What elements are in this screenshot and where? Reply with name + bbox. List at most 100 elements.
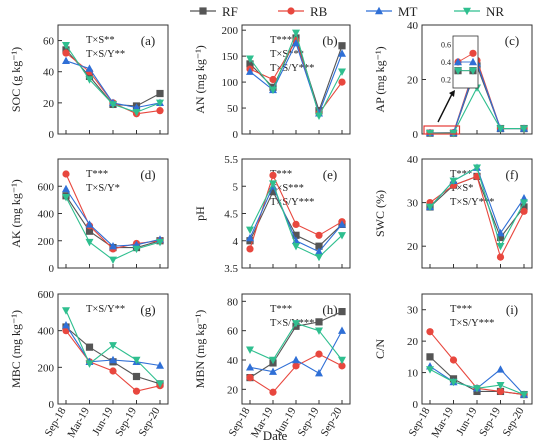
x-tick-label: Sep-19 <box>113 405 139 438</box>
legend-item-mt: MT <box>366 4 418 19</box>
data-point <box>85 360 94 368</box>
series-nr <box>246 180 346 262</box>
data-point <box>132 372 141 381</box>
stat-annotation: T×S/Y*** <box>270 63 314 74</box>
y-tick-label: 100 <box>222 77 239 89</box>
series-nr <box>62 193 164 265</box>
panel-label: (c) <box>505 33 519 48</box>
y-tick-label: 400 <box>38 209 55 221</box>
panel-a: 0 20 40 60 SOC (g kg⁻¹) (a) T×S** T×S/Y** <box>9 24 169 141</box>
series-line <box>65 195 161 249</box>
data-point <box>315 242 323 250</box>
legend-label: NR <box>486 4 504 19</box>
legend-item-rb: RB <box>278 4 328 19</box>
y-tick-label: 50 <box>227 103 239 115</box>
data-point <box>156 89 164 98</box>
y-tick-label: 200 <box>38 236 55 248</box>
y-axis-title: SWC (%) <box>373 190 387 237</box>
data-point <box>496 243 505 251</box>
data-point <box>496 125 505 133</box>
data-point <box>426 203 434 212</box>
y-tick-label: 40 <box>407 154 419 166</box>
data-point <box>520 199 528 207</box>
y-tick-label: 40 <box>227 355 239 367</box>
data-point <box>269 356 277 365</box>
data-point <box>109 256 117 265</box>
y-axis-title: AP (mg kg⁻¹) <box>373 46 387 112</box>
data-point <box>292 38 300 47</box>
data-point <box>246 67 254 75</box>
series-nr <box>246 320 346 365</box>
y-tick-label: 30 <box>407 198 419 210</box>
series-mt <box>62 184 164 250</box>
y-tick-label: 5 <box>233 181 239 193</box>
series-mt <box>246 326 346 377</box>
data-point <box>156 380 164 389</box>
y-tick-label: 80 <box>227 296 239 308</box>
zoom-arrowhead <box>449 90 455 97</box>
data-point <box>292 355 300 364</box>
data-point <box>246 346 254 354</box>
stat-annotation: T*** <box>86 169 108 180</box>
y-tick-label: 0 <box>413 129 419 141</box>
data-point <box>85 76 94 84</box>
data-point <box>109 101 117 109</box>
y-tick-label: 20 <box>407 75 419 87</box>
y-tick-label: 20 <box>407 241 419 253</box>
series-nr <box>246 29 346 121</box>
data-point <box>269 188 277 196</box>
data-point <box>520 203 528 211</box>
y-tick-label: 0 <box>49 263 55 275</box>
inset-data-point <box>454 57 462 66</box>
stat-annotation: T×S/Y*** <box>270 318 314 329</box>
data-point <box>473 164 481 172</box>
y-tick-label: 60 <box>43 36 55 48</box>
data-point <box>132 109 141 117</box>
inset-data-point <box>469 49 477 57</box>
y-tick-label: 20 <box>227 384 239 396</box>
panel-d: 0 200 400 600 AK (mg kg⁻¹) (d) T*** T×S/Y* <box>9 158 169 275</box>
legend: RF RB MT NR <box>190 4 504 19</box>
stat-annotation: T×S*** <box>270 183 304 194</box>
panel-label: (d) <box>140 167 155 182</box>
series-rb <box>426 172 528 261</box>
stat-annotation: T×S/Y*** <box>450 318 494 329</box>
data-point <box>62 184 70 193</box>
legend-marker <box>199 7 207 15</box>
series-nr <box>426 84 528 138</box>
y-axis-title: AK (mg kg⁻¹) <box>9 179 23 248</box>
y-tick-label: 150 <box>222 51 239 63</box>
data-point <box>269 180 277 188</box>
data-point <box>315 318 323 326</box>
data-point <box>496 253 505 261</box>
data-point <box>520 125 528 133</box>
data-point <box>315 253 323 262</box>
data-point <box>246 60 254 68</box>
stat-annotation: T×S/Y* <box>86 183 120 194</box>
legend-marker <box>287 7 295 15</box>
x-tick-label: Sep-20 <box>137 405 163 438</box>
panel-e: 3.5 4 4.5 5 5.5 pH (e) T*** T×S*** T×S/Y*** <box>193 154 351 275</box>
legend-marker <box>375 6 383 15</box>
panel-label: (b) <box>322 33 337 48</box>
y-tick-label: 10 <box>407 368 419 380</box>
data-point <box>109 355 117 364</box>
data-point <box>109 367 117 375</box>
legend-label: RF <box>222 4 238 19</box>
data-point <box>496 233 505 242</box>
y-tick-label: 200 <box>38 362 55 374</box>
data-point <box>292 362 300 370</box>
x-tick-label: Mar-19 <box>65 405 92 440</box>
data-point <box>449 356 458 364</box>
x-tick-label: Sep-20 <box>319 405 345 438</box>
data-point <box>292 220 300 228</box>
y-axis-title: C/N <box>373 339 387 359</box>
data-point <box>338 308 346 316</box>
data-point <box>338 356 346 365</box>
y-tick-label: 60 <box>227 326 239 338</box>
data-point <box>338 42 346 50</box>
